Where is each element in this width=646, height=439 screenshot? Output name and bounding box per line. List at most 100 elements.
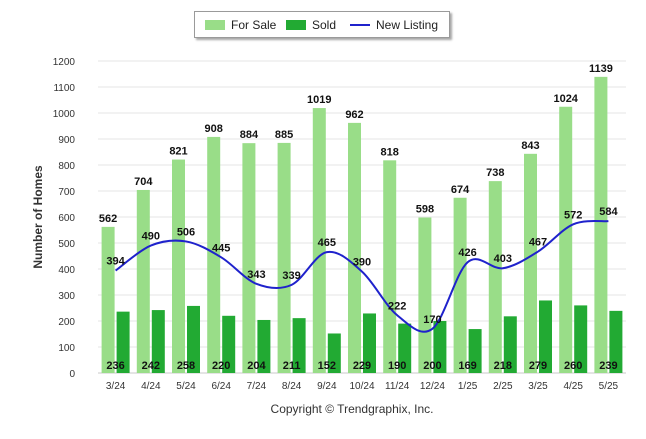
y-tick-label: 900 bbox=[58, 135, 75, 146]
bar-for-sale bbox=[488, 181, 502, 373]
copyright-footer: Copyright © Trendgraphix, Inc. bbox=[271, 402, 434, 416]
y-tick-label: 1000 bbox=[53, 109, 76, 120]
y-tick-label: 600 bbox=[58, 213, 75, 224]
bar-sold bbox=[327, 333, 341, 373]
x-tick-label: 11/24 bbox=[385, 381, 410, 392]
data-label-new-listing: 343 bbox=[247, 269, 265, 281]
data-label-for-sale: 598 bbox=[416, 204, 434, 216]
bar-sold bbox=[257, 319, 271, 373]
bar-for-sale bbox=[312, 108, 326, 373]
data-label-sold: 152 bbox=[318, 360, 336, 372]
x-tick-label: 8/24 bbox=[282, 381, 302, 392]
data-label-new-listing: 390 bbox=[353, 257, 371, 269]
x-tick-label: 1/25 bbox=[458, 381, 478, 392]
bar-for-sale bbox=[418, 217, 432, 373]
data-label-for-sale: 908 bbox=[205, 123, 223, 135]
bar-for-sale bbox=[277, 142, 291, 373]
data-label-for-sale: 704 bbox=[134, 176, 153, 188]
bar-for-sale bbox=[524, 153, 537, 373]
y-tick-label: 400 bbox=[58, 265, 75, 276]
bar-for-sale bbox=[594, 76, 608, 374]
line-new-listing bbox=[115, 220, 609, 333]
bar-sold bbox=[292, 318, 306, 373]
data-label-new-listing: 506 bbox=[177, 226, 195, 238]
x-tick-label: 3/25 bbox=[528, 381, 548, 392]
data-label-new-listing: 426 bbox=[458, 247, 476, 259]
bar-sold bbox=[503, 316, 517, 373]
x-tick-label: 2/25 bbox=[493, 381, 513, 392]
data-label-for-sale: 962 bbox=[345, 109, 363, 121]
data-label-new-listing: 584 bbox=[599, 206, 618, 218]
x-tick-label: 12/24 bbox=[420, 381, 445, 392]
data-label-sold: 211 bbox=[283, 360, 301, 372]
data-label-new-listing: 465 bbox=[318, 237, 336, 249]
bar-sold bbox=[609, 310, 623, 373]
x-tick-label: 9/24 bbox=[317, 381, 337, 392]
bar-sold bbox=[222, 315, 236, 373]
x-tick-label: 7/24 bbox=[247, 381, 267, 392]
bar-sold bbox=[187, 305, 200, 373]
data-label-new-listing: 394 bbox=[106, 256, 125, 268]
y-tick-label: 800 bbox=[58, 161, 75, 172]
data-label-new-listing: 467 bbox=[529, 237, 547, 249]
data-label-for-sale: 1139 bbox=[589, 63, 613, 75]
x-tick-label: 4/24 bbox=[141, 381, 161, 392]
x-tick-label: 4/25 bbox=[563, 381, 583, 392]
data-label-for-sale: 674 bbox=[451, 184, 470, 196]
data-label-new-listing: 222 bbox=[388, 300, 406, 312]
legend-label-for-sale: For Sale bbox=[231, 18, 277, 32]
bar-for-sale bbox=[453, 197, 467, 373]
data-label-sold: 220 bbox=[212, 360, 230, 372]
bar-sold bbox=[116, 311, 130, 373]
y-axis-title: Number of Homes bbox=[31, 165, 45, 269]
x-tick-label: 6/24 bbox=[211, 381, 231, 392]
bar-for-sale bbox=[172, 159, 185, 373]
x-tick-label: 5/25 bbox=[599, 381, 619, 392]
y-tick-label: 700 bbox=[58, 187, 75, 198]
data-label-for-sale: 821 bbox=[169, 146, 187, 158]
bar-sold bbox=[539, 300, 552, 373]
x-tick-label: 10/24 bbox=[349, 381, 374, 392]
y-tick-label: 300 bbox=[58, 291, 75, 302]
data-label-sold: 239 bbox=[599, 360, 617, 372]
data-label-sold: 218 bbox=[494, 360, 512, 372]
data-label-sold: 204 bbox=[247, 360, 266, 372]
legend-line-new-listing bbox=[350, 24, 370, 26]
bar-for-sale bbox=[383, 160, 397, 373]
data-label-for-sale: 1019 bbox=[307, 94, 331, 106]
y-tick-label: 1100 bbox=[53, 83, 75, 94]
x-tick-label: 5/24 bbox=[176, 381, 196, 392]
data-label-for-sale: 843 bbox=[521, 140, 539, 152]
bar-sold bbox=[574, 305, 588, 373]
bar-for-sale bbox=[242, 143, 256, 373]
bar-sold bbox=[363, 313, 376, 373]
bar-sold bbox=[433, 321, 447, 373]
legend-label-sold: Sold bbox=[312, 18, 337, 32]
bar-for-sale bbox=[136, 189, 150, 373]
data-label-sold: 260 bbox=[564, 360, 582, 372]
bar-sold bbox=[398, 323, 412, 373]
y-tick-label: 0 bbox=[69, 369, 75, 380]
y-tick-label: 500 bbox=[58, 239, 75, 250]
bar-for-sale bbox=[101, 226, 115, 373]
data-label-sold: 169 bbox=[458, 360, 476, 372]
legend-swatch-for-sale bbox=[205, 20, 225, 30]
legend: For Sale Sold New Listing bbox=[194, 11, 450, 38]
data-label-for-sale: 885 bbox=[275, 129, 293, 141]
data-label-new-listing: 403 bbox=[494, 253, 512, 265]
bar-sold bbox=[151, 310, 165, 373]
bar-for-sale bbox=[559, 106, 573, 373]
data-label-for-sale: 818 bbox=[381, 146, 399, 158]
data-label-for-sale: 1024 bbox=[553, 93, 578, 105]
legend-swatch-sold bbox=[286, 20, 306, 30]
data-label-sold: 279 bbox=[529, 360, 547, 372]
y-tick-label: 200 bbox=[58, 317, 75, 328]
bar-for-sale bbox=[207, 136, 221, 373]
data-label-sold: 229 bbox=[353, 360, 371, 372]
y-tick-label: 100 bbox=[58, 343, 75, 354]
data-label-sold: 236 bbox=[106, 360, 124, 372]
data-label-new-listing: 490 bbox=[142, 231, 160, 243]
data-label-sold: 190 bbox=[388, 360, 406, 372]
